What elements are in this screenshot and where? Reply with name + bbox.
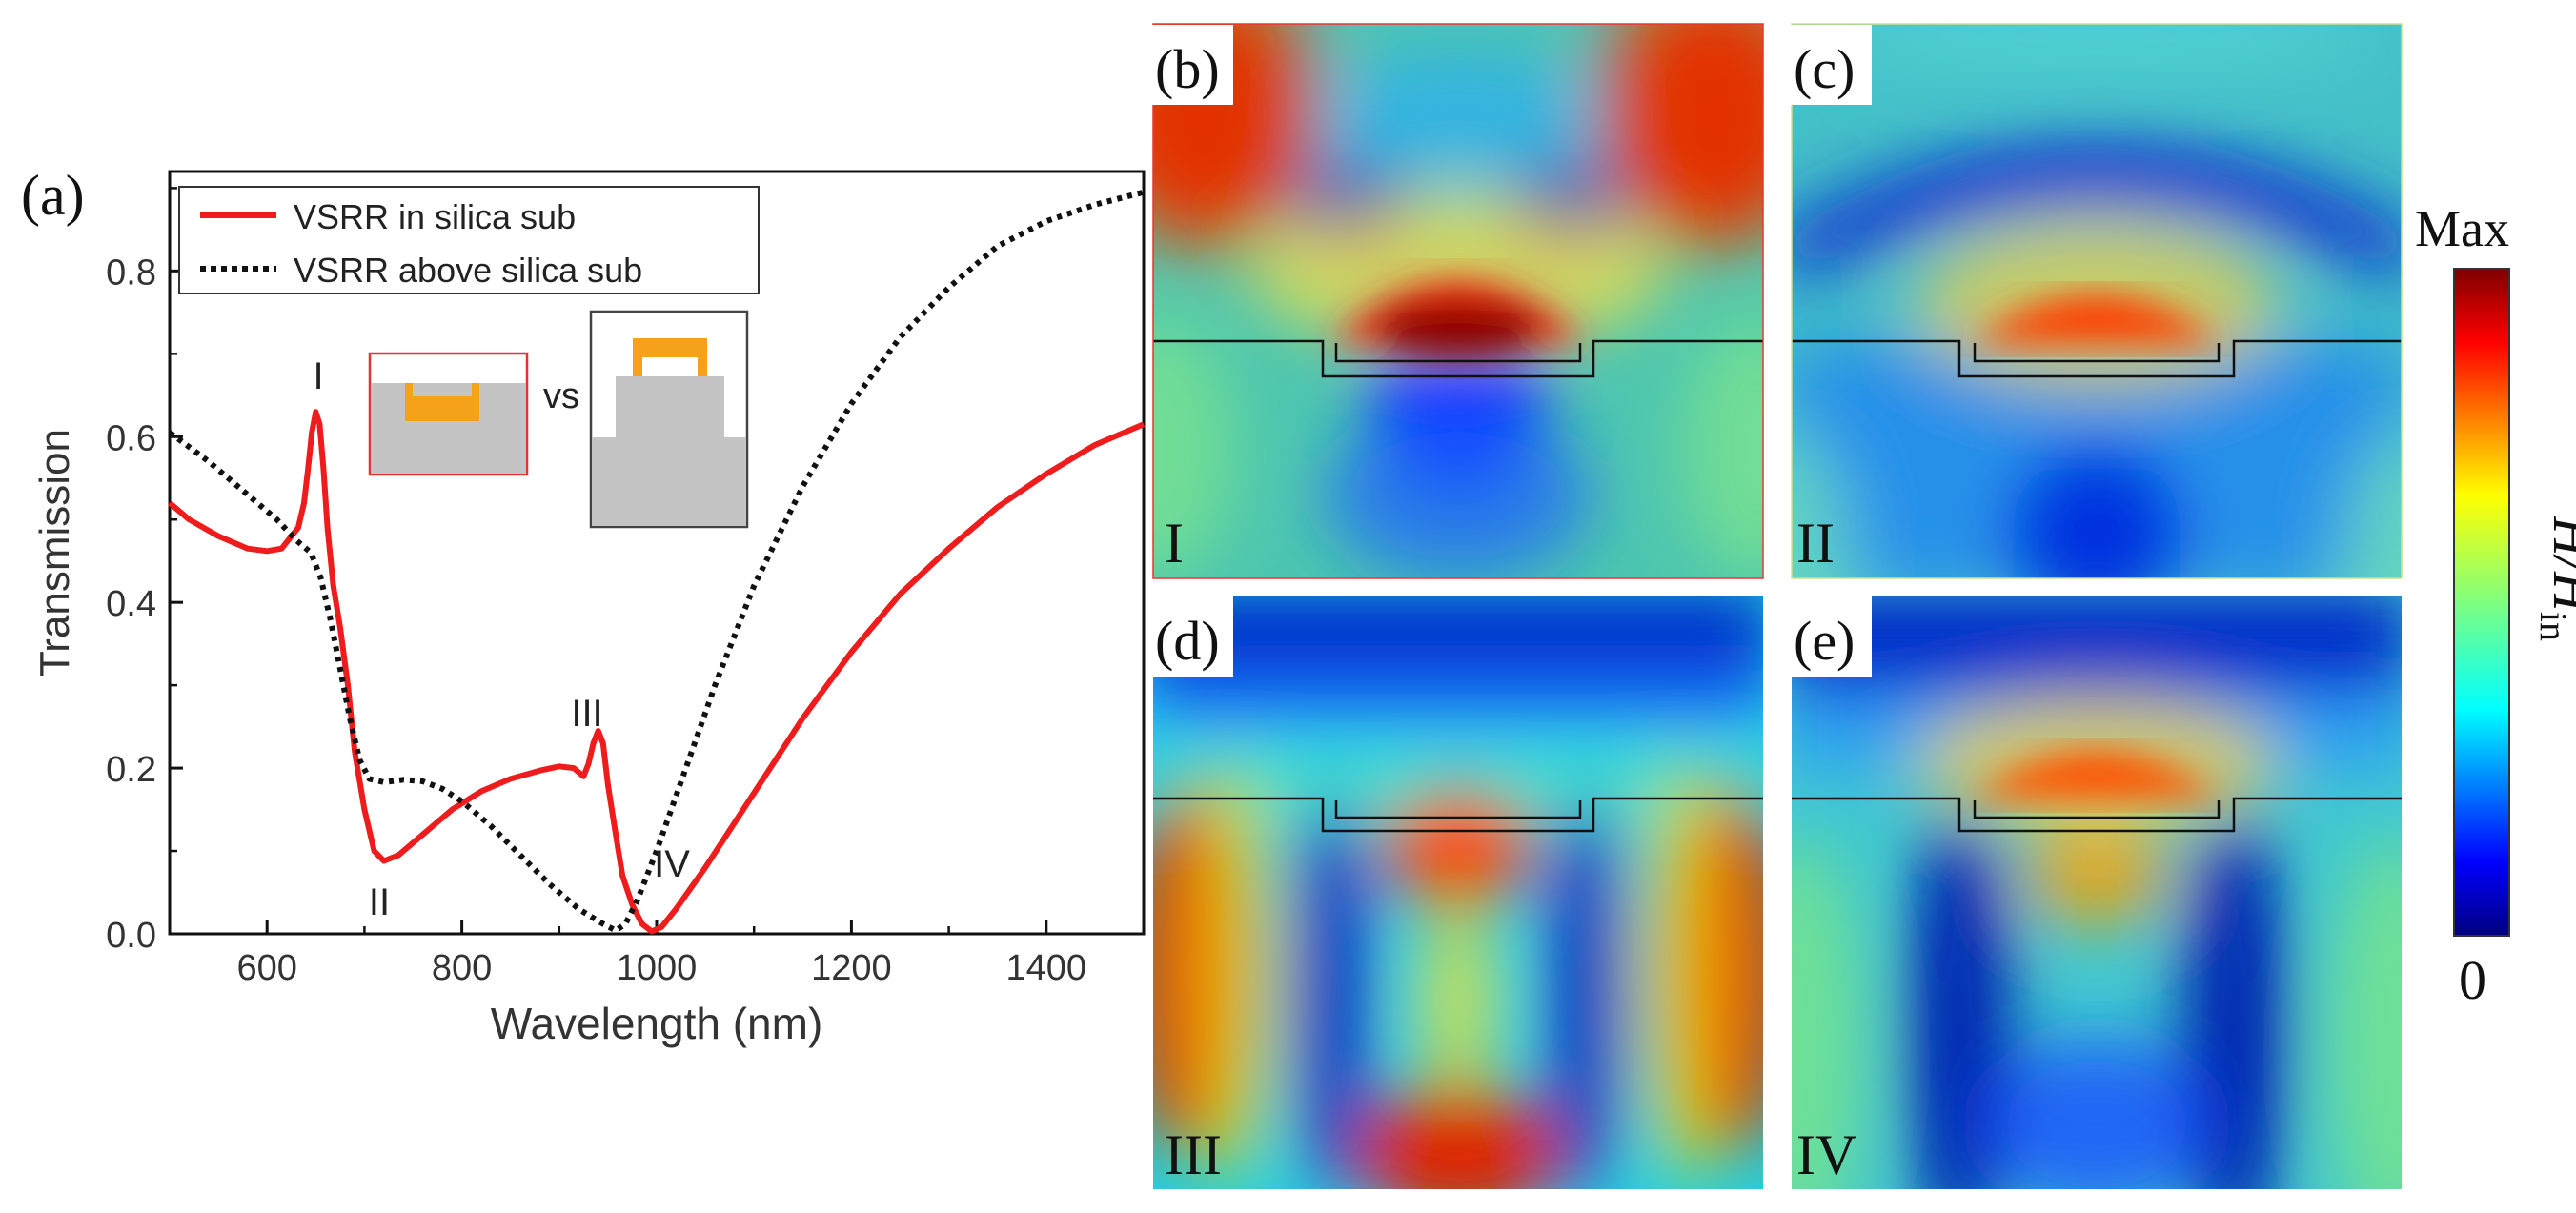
x-tick-label: 600 bbox=[236, 948, 296, 988]
mode-label-c: II bbox=[1796, 512, 1835, 575]
inset-right-substrate bbox=[592, 376, 746, 526]
x-tick-label: 1000 bbox=[617, 948, 698, 988]
chart-series bbox=[168, 189, 1146, 935]
mode-label-d: III bbox=[1165, 1123, 1222, 1186]
legend-box bbox=[178, 186, 760, 294]
mode-label-e: IV bbox=[1796, 1123, 1856, 1186]
panel-b-field-map: (b) I bbox=[1151, 23, 1764, 579]
x-axis-label: Wavelength (nm) bbox=[491, 999, 823, 1048]
panel-label-c: (c) bbox=[1794, 38, 1855, 100]
y-tick-label: 0.2 bbox=[106, 750, 156, 790]
structure-outline-d bbox=[1153, 797, 1763, 833]
inset-vsrr-in-substrate bbox=[368, 352, 529, 476]
annotation-mode-iii: III bbox=[571, 693, 602, 735]
inset-right-gold-ring bbox=[633, 338, 707, 376]
panel-c-border bbox=[1791, 23, 2403, 579]
panel-label-b: (b) bbox=[1155, 38, 1220, 100]
annotation-mode-ii: II bbox=[369, 881, 390, 923]
legend-label-red: VSRR in silica sub bbox=[294, 197, 576, 236]
colorbar: Max 0 H/Hin bbox=[2415, 200, 2576, 1011]
legend-label-black: VSRR above silica sub bbox=[294, 251, 642, 290]
y-tick-label: 0.0 bbox=[106, 916, 156, 956]
inset-vsrr-above-substrate bbox=[589, 310, 749, 529]
mode-label-b: I bbox=[1165, 512, 1184, 575]
panel-d-field-map: (d) III bbox=[1151, 596, 1763, 1189]
colorbar-title-main: H/H bbox=[2542, 516, 2576, 615]
colorbar-min-label: 0 bbox=[2459, 949, 2486, 1011]
x-tick-label: 1200 bbox=[811, 948, 892, 988]
x-tick-label: 1400 bbox=[1006, 948, 1087, 988]
annotation-mode-i: I bbox=[313, 355, 323, 397]
inset-left-gold-ring bbox=[405, 383, 479, 421]
y-tick-label: 0.4 bbox=[106, 584, 156, 624]
x-tick-label: 800 bbox=[432, 948, 492, 988]
panel-label-e: (e) bbox=[1794, 610, 1855, 672]
inset-vs-text: vs bbox=[543, 376, 579, 416]
colorbar-title-sub: in bbox=[2532, 612, 2575, 641]
x-axis-ticks: 600 800 1000 1200 1400 bbox=[168, 920, 1146, 988]
y-tick-label: 0.6 bbox=[106, 418, 156, 458]
y-axis-label: Transmission bbox=[31, 429, 78, 677]
panel-e-label-bg bbox=[1790, 596, 1872, 677]
colorbar-max-label: Max bbox=[2415, 200, 2509, 257]
panel-e-field-map: (e) IV bbox=[1790, 596, 2402, 1189]
panel-b-border bbox=[1152, 23, 1764, 579]
legend: VSRR in silica sub VSRR above silica sub bbox=[178, 186, 760, 294]
structure-outline-c bbox=[1792, 339, 2402, 378]
panel-c-field-map: (c) II bbox=[1790, 23, 2403, 579]
series-line-above-substrate bbox=[168, 189, 1145, 934]
panel-b-label-bg bbox=[1151, 25, 1233, 105]
y-axis-ticks: 0.0 0.2 0.4 0.6 0.8 bbox=[106, 187, 183, 956]
series-line-in-substrate bbox=[168, 409, 1146, 935]
panel-a-transmission-chart: (a) 0.0 0.2 0.4 0.6 0.8 600 800 1000 1200 1400 T… bbox=[21, 164, 1146, 1048]
panel-label-d: (d) bbox=[1155, 610, 1220, 672]
panel-d-label-bg bbox=[1151, 596, 1233, 677]
colorbar-title: H/Hin bbox=[2532, 516, 2576, 641]
colorbar-gradient-bar bbox=[2453, 268, 2510, 937]
svg-text:H/Hin: H/Hin bbox=[2532, 516, 2576, 641]
panel-c-label-bg bbox=[1790, 25, 1872, 105]
structure-outline-e bbox=[1792, 797, 2402, 833]
y-tick-label: 0.8 bbox=[106, 253, 156, 293]
structure-outline-b bbox=[1153, 339, 1763, 378]
annotation-mode-iv: IV bbox=[654, 843, 690, 885]
panel-label-a: (a) bbox=[21, 164, 85, 227]
